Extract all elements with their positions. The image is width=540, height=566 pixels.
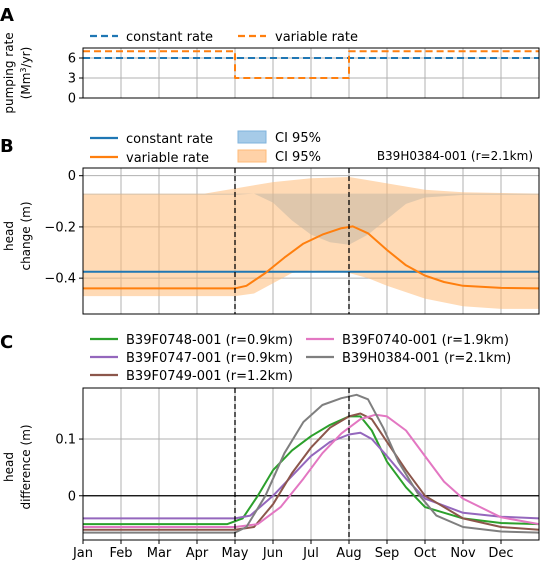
x-tick-label: Mar: [147, 546, 172, 561]
legend-label: B39F0749-001 (r=1.2km): [126, 369, 293, 384]
panel-a-legend: constant rate variable rate: [90, 30, 358, 45]
panel-b-annotation: B39H0384-001 (r=2.1km): [377, 149, 533, 163]
legend-a-constant-label: constant rate: [126, 30, 213, 45]
y-tick-label: 0: [68, 169, 76, 184]
y-tick-label: −0.2: [44, 220, 76, 235]
x-tick-label: Aug: [336, 546, 361, 561]
legend-label: B39F0747-001 (r=0.9km): [126, 351, 293, 366]
panel-c-ylabel-line2: difference (m): [19, 424, 33, 509]
y-tick-label: 0: [68, 92, 76, 107]
series-line: [83, 50, 539, 79]
panel-a-frame: [82, 47, 540, 99]
panel-b-ylabel-line1: head: [2, 221, 16, 251]
x-tick-label: Apr: [186, 546, 209, 561]
x-tick-label: Jan: [72, 546, 93, 561]
x-tick-label: Sep: [375, 546, 400, 561]
panel-c-vlines: [234, 388, 350, 540]
panel-c-x-axis: Jan Feb Mar Apr May Jun Jul Aug Sep Oct Nov Dec: [72, 540, 514, 561]
x-tick-label: Feb: [109, 546, 132, 561]
panel-c-letter: C: [0, 332, 13, 353]
panel-b-vlines: [234, 168, 350, 314]
panel-c-grid: [83, 388, 539, 540]
legend-label: B39F0740-001 (r=1.9km): [342, 333, 509, 348]
panel-b-frame: [82, 167, 540, 315]
series-line: [83, 393, 540, 534]
x-tick-label: May: [222, 546, 249, 561]
legend-b-ci-constant-swatch: [237, 130, 267, 144]
y-tick-label: 6: [68, 52, 76, 67]
panel-c-frame: [82, 387, 540, 541]
y-tick-label: 3: [68, 72, 76, 87]
panel-b-series: [83, 225, 540, 290]
x-tick-label: Dec: [488, 546, 513, 561]
legend-b-ci-variable-swatch: [237, 149, 267, 163]
panel-a-grid: [83, 48, 539, 99]
panel-c-y-axis: 0.10: [55, 433, 83, 504]
y-tick-label: 0: [68, 489, 76, 504]
panel-b-letter: B: [0, 136, 14, 157]
legend-b-variable-label: variable rate: [126, 151, 209, 166]
panel-a-ylabel-line1: pumping rate: [2, 32, 16, 113]
panel-b-ylabel-line2: change (m): [19, 201, 33, 270]
series-line: [83, 431, 540, 520]
panel-a-ylabel-line2: (Mm3/yr): [19, 47, 34, 100]
panel-b-legend: constant rate variable rate CI 95% CI 95…: [90, 130, 321, 166]
x-tick-label: Jun: [262, 546, 283, 561]
series-line: [83, 412, 540, 531]
panel-c-ylabel-line1: head: [2, 452, 16, 482]
panel-a-letter: A: [0, 5, 14, 26]
legend-b-constant-label: constant rate: [126, 132, 213, 147]
legend-a-variable-label: variable rate: [275, 30, 358, 45]
x-tick-label: Nov: [450, 546, 476, 561]
x-tick-label: Oct: [414, 546, 436, 561]
panel-c-series: [83, 393, 540, 534]
series-line: [83, 225, 540, 290]
panel-a-series: [83, 50, 539, 79]
panel-b-y-axis: 0 −0.2 −0.4: [44, 169, 83, 287]
legend-label: B39H0384-001 (r=2.1km): [342, 351, 511, 366]
legend-b-ci-variable-label: CI 95%: [275, 150, 321, 165]
y-tick-label: 0.1: [55, 433, 76, 448]
y-tick-label: −0.4: [44, 272, 76, 287]
legend-b-ci-constant-label: CI 95%: [275, 131, 321, 146]
panel-c-legend: B39F0748-001 (r=0.9km) B39F0747-001 (r=0.…: [90, 333, 511, 384]
x-tick-label: Jul: [302, 546, 319, 561]
panel-a-y-axis: 0 3 6: [68, 52, 83, 107]
series-line: [83, 413, 540, 528]
legend-label: B39F0748-001 (r=0.9km): [126, 333, 293, 348]
